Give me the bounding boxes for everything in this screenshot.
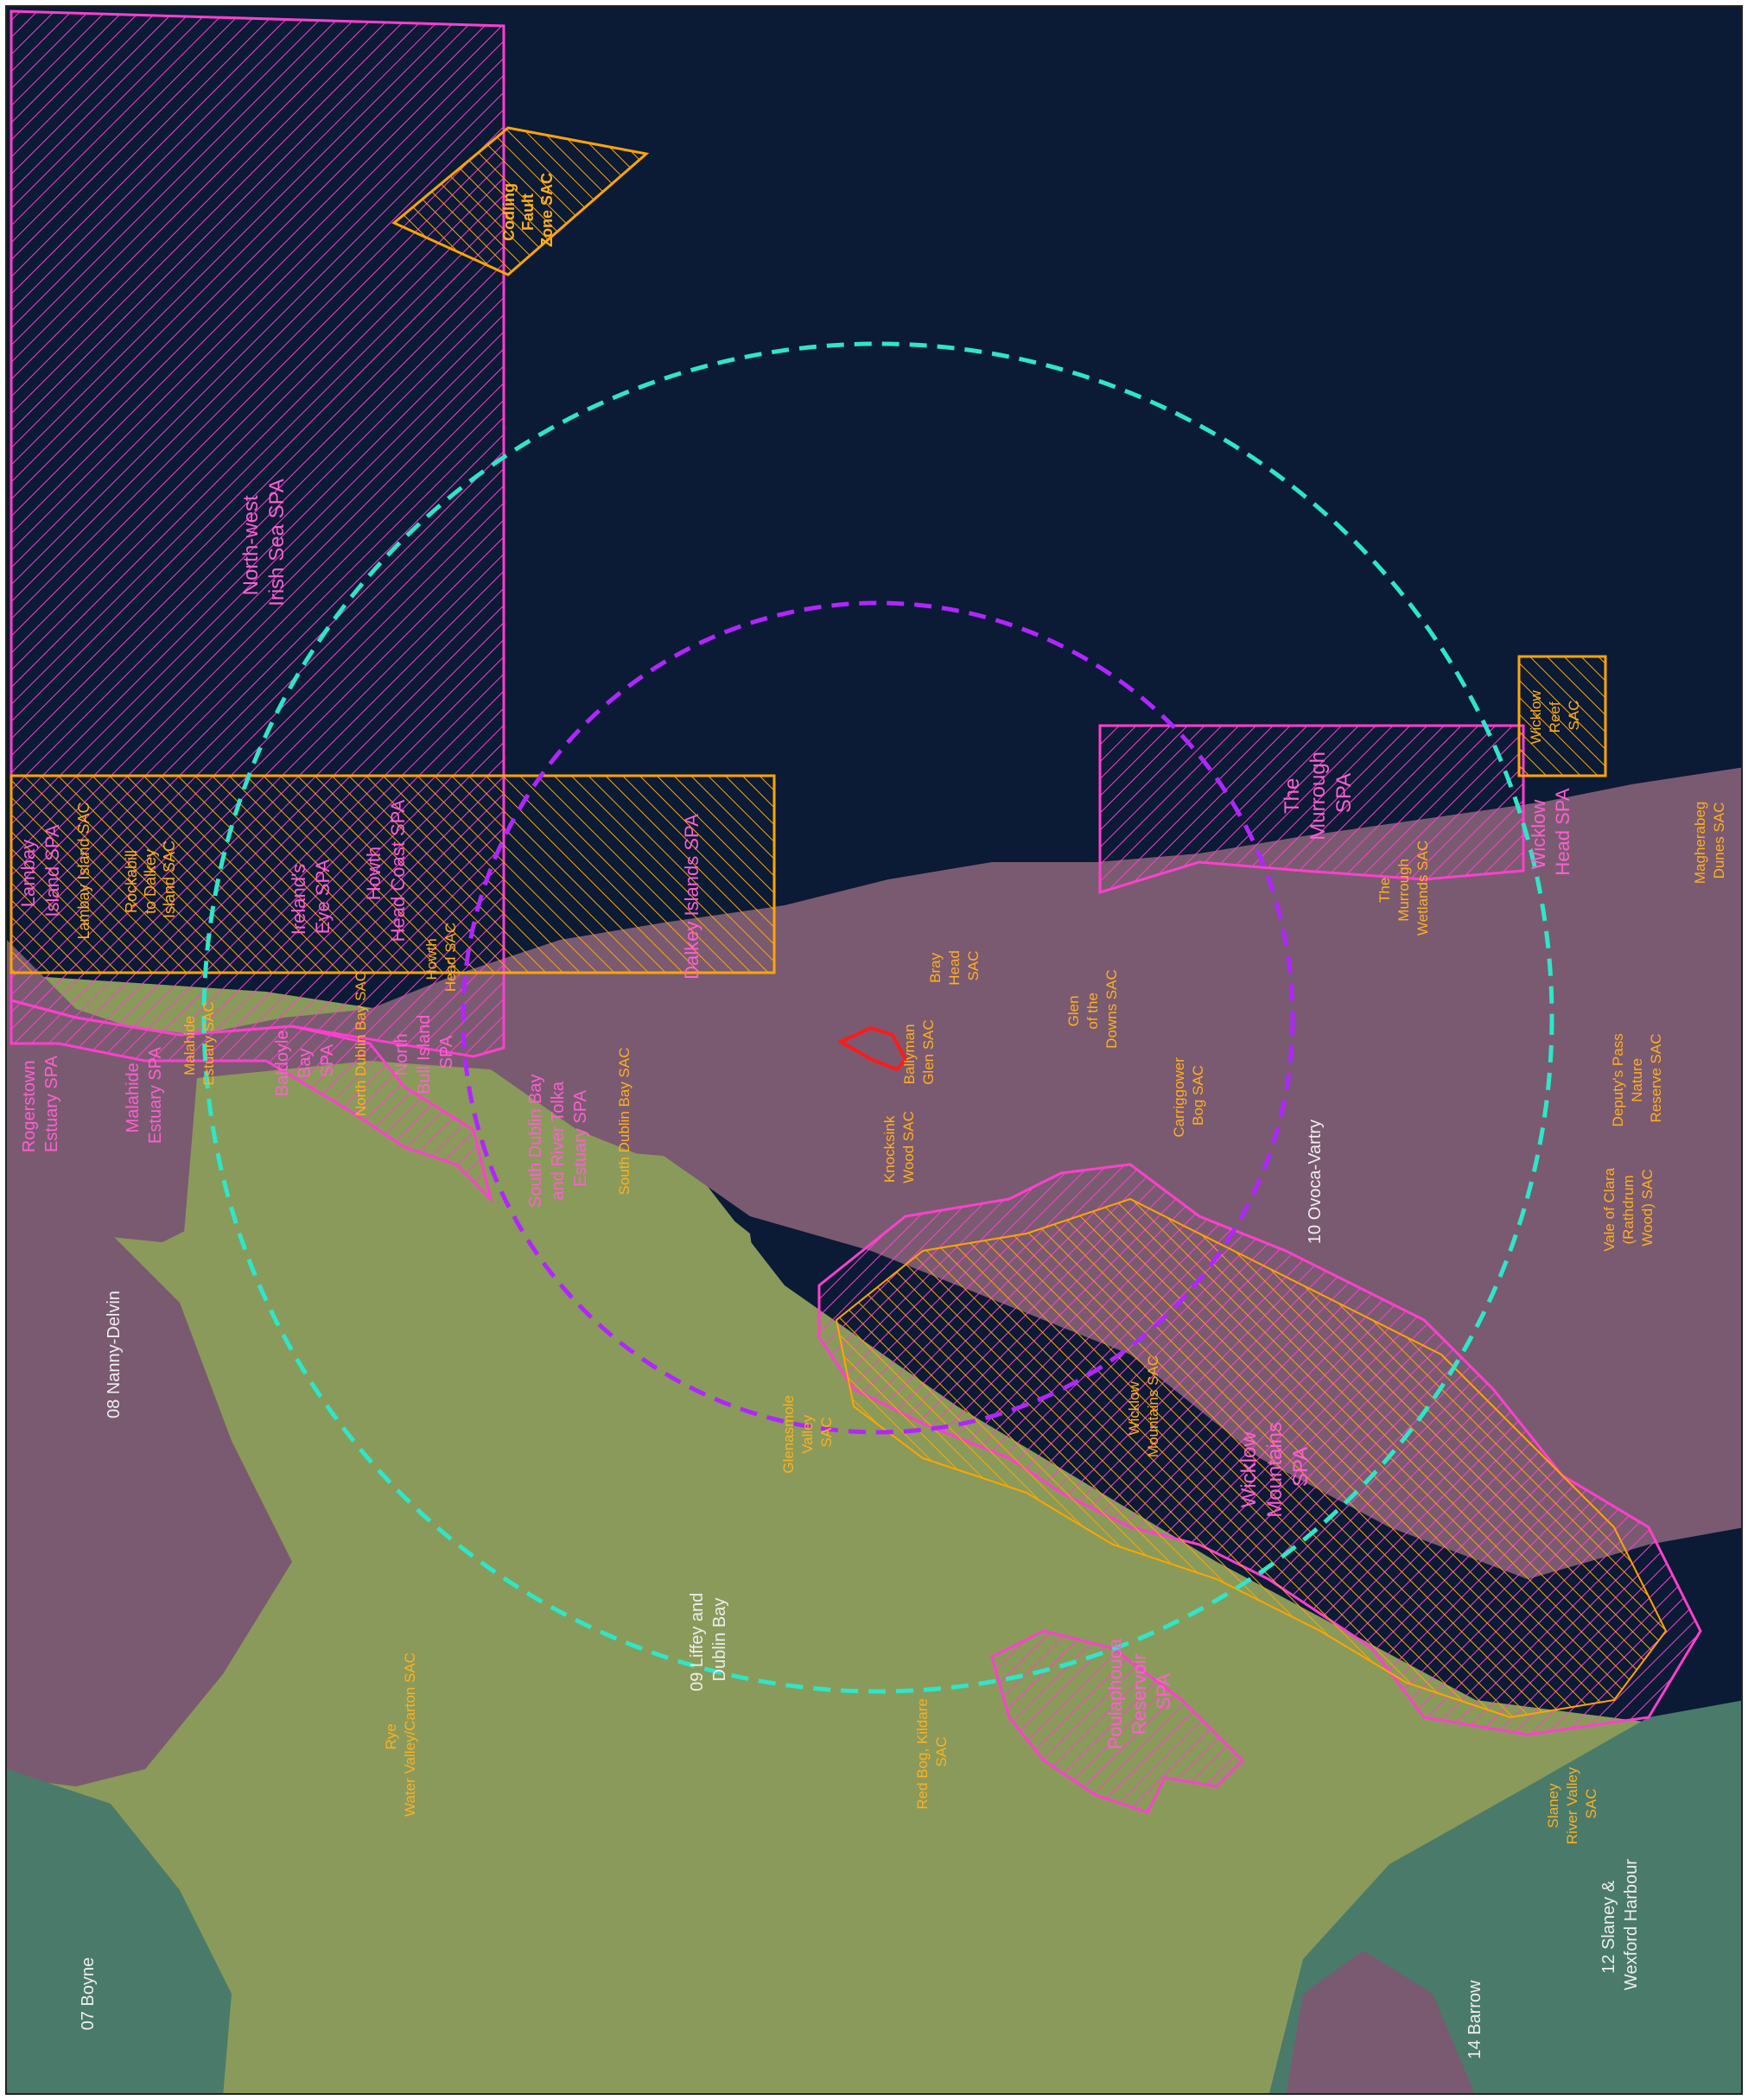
label-malahide-estuary-sac: Malahide Estuary SAC [181, 1001, 217, 1085]
label-wicklow-mountains-spa: Wicklow Mountains SPA [1237, 1416, 1313, 1517]
wicklow-reef-sac-area[interactable] [1517, 655, 1607, 777]
label-lambay-island-spa: Lambay Island SPA [17, 824, 63, 917]
wicklow-mountains-sac-hatch [835, 1197, 1668, 1719]
label-north-bull-island-spa: North Bull Island SPA [392, 1010, 456, 1094]
label-vale-of-clara-sac: Vale of Clara (Rathdrum Wood) SAC [1601, 1164, 1656, 1252]
coastal-spa-strip[interactable] [10, 999, 493, 1203]
label-murrough-spa: The Murrough SPA [1281, 745, 1356, 840]
label-poulaphouca-reservoir-spa: Poulaphouca Reservoir SPA [1104, 1634, 1174, 1750]
label-rogerstown-estuary-spa: Rogerstown Estuary SPA [20, 1055, 61, 1152]
label-glenasmole-valley-sac: Glenasmole Valley SAC [780, 1391, 835, 1473]
label-malahide-estuary-spa: Malahide Estuary SPA [124, 1046, 165, 1144]
poulaphouca-spa-area[interactable] [990, 1629, 1245, 1814]
label-wicklow-mountains-sac: Wicklow Mountains SAC [1126, 1355, 1161, 1457]
label-ballyman-glen-sac: Ballyman Glen SAC [901, 1019, 937, 1085]
land-purple-west [7, 1182, 292, 1786]
label-baldoyle-bay-spa: Baldoyle Bay SPA [273, 1025, 337, 1096]
label-codling-sac: Codling Fault Zone SAC [500, 173, 556, 247]
label-wicklow-reef-sac: Wicklow Reef SAC [1528, 686, 1582, 744]
land-purple-se [1286, 1951, 1475, 2093]
label-barrow: 14 Barrow [1465, 1980, 1484, 2059]
outer-buffer-circle[interactable] [201, 341, 1554, 1694]
label-slaney-river-valley-sac: Slaney River Valley SAC [1545, 1763, 1599, 1844]
label-magherabeg-dunes-sac: Magherabeg Dunes SAC [1692, 797, 1727, 884]
label-dalkey-islands-spa: Dalkey Islands SPA [681, 814, 702, 980]
label-north-dublin-bay-sac: North Dublin Bay SAC [353, 971, 369, 1116]
label-slaney-wexford: 12 Slaney & Wexford Harbour [1599, 1859, 1641, 1990]
label-south-dublin-bay-tolka-spa: South Dublin Bay and River Tolka Estuary… [526, 1069, 590, 1208]
label-red-bog-kildare-sac: Red Bog, Kildare SAC [914, 1694, 950, 1809]
codling-sac-area[interactable] [391, 126, 650, 276]
label-knocksink-wood-sac: Knocksink Wood SAC [881, 1111, 917, 1183]
land-green-inner [180, 1061, 767, 1588]
label-murrough-wetlands-sac: The Murrough Wetlands SAC [1376, 841, 1431, 936]
label-carriggower-bog-sac: Carriggower Bog SAC [1171, 1053, 1206, 1137]
label-ovoca-vartry: 10 Ovoca-Vartry [1306, 1120, 1325, 1244]
label-liffey-dublin-bay: 09 Liffey and Dublin Bay [688, 1588, 729, 1691]
inner-buffer-circle[interactable] [461, 600, 1295, 1435]
label-south-dublin-bay-sac: South Dublin Bay SAC [616, 1047, 632, 1195]
label-wicklow-head-spa: Wicklow Head SPA [1528, 788, 1573, 875]
label-rockabill-sac: Rockabill to Dalkey Island SAC [123, 841, 178, 918]
map-frame[interactable]: North-west Irish Sea SPA Codling Fault Z… [5, 5, 1743, 2095]
label-lambay-island-sac: Lambay Island SAC [75, 802, 92, 939]
label-rye-water-valley-sac: Rye Water Valley/Carton SAC [383, 1653, 418, 1817]
label-howth-head-sac: Howth Head SAC [423, 923, 459, 992]
project-site-boundary[interactable] [836, 1025, 908, 1072]
label-bray-head-sac: Bray Head SAC [927, 946, 982, 985]
map-canvas[interactable]: North-west Irish Sea SPA Codling Fault Z… [7, 7, 1743, 2095]
label-nanny-delvin: 08 Nanny-Delvin [105, 1291, 124, 1418]
label-glen-of-the-downs-sac: Glen of the Downs SAC [1065, 969, 1120, 1049]
label-irelands-eye-spa: Ireland's Eye SPA [288, 859, 334, 936]
rockabill-sac-area[interactable] [10, 774, 776, 974]
land-teal-sw [7, 1769, 232, 2093]
label-boyne: 07 Boyne [79, 1957, 98, 2031]
label-howth-head-coast-spa: Howth Head Coast SPA [363, 799, 409, 942]
label-nw-irish-sea-spa: North-west Irish Sea SPA [239, 479, 289, 606]
label-deputys-pass-sac: Deputy's Pass Nature Reserve SAC [1610, 1030, 1664, 1127]
